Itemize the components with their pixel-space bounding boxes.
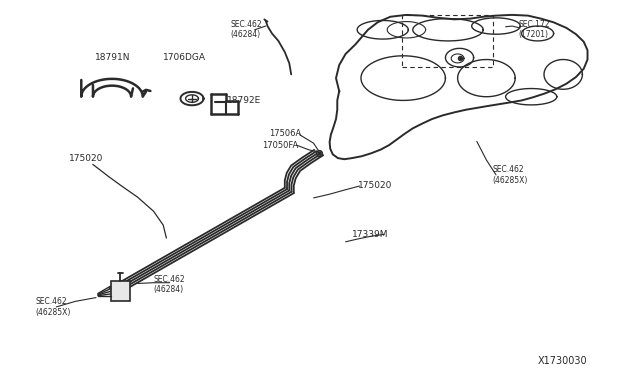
Text: 17339M: 17339M: [352, 230, 388, 239]
Text: 175020: 175020: [358, 182, 393, 190]
Text: SEC.462
(46285X): SEC.462 (46285X): [35, 297, 70, 317]
Bar: [111, 281, 130, 301]
Text: 1706DGA: 1706DGA: [163, 53, 206, 62]
Text: X1730030: X1730030: [538, 356, 588, 366]
Text: 18791N: 18791N: [95, 53, 130, 62]
Text: SEC.172
(17201): SEC.172 (17201): [518, 20, 550, 39]
Text: 17050FA: 17050FA: [262, 141, 299, 150]
Text: 17506A: 17506A: [269, 129, 301, 138]
Text: 18792E: 18792E: [227, 96, 262, 105]
Text: SEC.462
(46285X): SEC.462 (46285X): [493, 165, 528, 185]
Text: 175020: 175020: [69, 154, 104, 163]
Text: SEC.462
(46284): SEC.462 (46284): [230, 20, 262, 39]
Text: SEC.462
(46284): SEC.462 (46284): [154, 275, 185, 294]
